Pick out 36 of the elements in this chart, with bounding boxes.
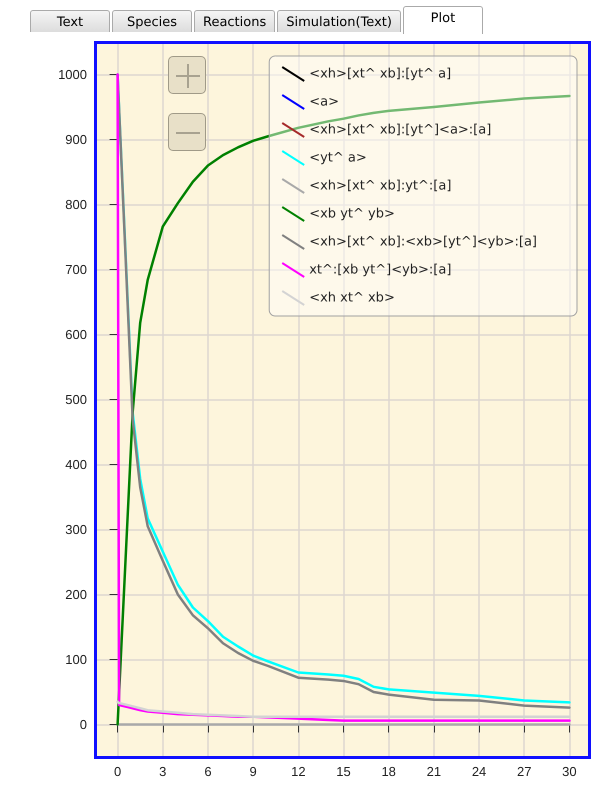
x-tick-label: 27 <box>517 764 532 779</box>
y-tick-label: 100 <box>65 652 87 667</box>
x-tick-label: 18 <box>381 764 396 779</box>
x-tick-label: 12 <box>291 764 306 779</box>
x-tick-label: 24 <box>472 764 486 779</box>
legend-label: xt^:[xb yt^]<yb>:[a] <box>309 262 452 278</box>
y-tick-label: 600 <box>65 327 87 342</box>
y-tick-label: 0 <box>80 717 87 732</box>
y-tick-label: 1000 <box>58 67 87 82</box>
x-tick-label: 0 <box>114 764 122 779</box>
x-tick-label: 9 <box>250 764 257 779</box>
legend-label: <xh>[xt^ xb]:<xb>[yt^]<yb>:[a] <box>309 234 537 250</box>
legend-label: <xh>[xt^ xb]:[yt^ a] <box>309 66 452 82</box>
y-tick-label: 300 <box>65 522 87 537</box>
x-tick-label: 15 <box>336 764 351 779</box>
text: Simulation(Text) <box>277 10 401 32</box>
legend-label: <xh>[xt^ xb]:yt^:[a] <box>309 178 452 194</box>
x-tick-label: 30 <box>562 764 577 779</box>
text: Species <box>112 10 192 32</box>
text: Plot <box>402 6 483 34</box>
legend-label: <yt^ a> <box>309 150 367 166</box>
y-tick-label: 400 <box>65 457 87 472</box>
text: Reactions <box>194 10 276 32</box>
y-tick-label: 200 <box>65 587 87 602</box>
legend-label: <xh>[xt^ xb]:[yt^]<a>:[a] <box>309 122 492 138</box>
y-tick-label: 900 <box>65 132 87 147</box>
x-tick-label: 6 <box>204 764 212 779</box>
y-tick-label: 800 <box>65 197 87 212</box>
y-tick-label: 500 <box>65 392 87 407</box>
legend-label: <a> <box>309 94 339 110</box>
y-tick-label: 700 <box>65 262 87 277</box>
x-tick-label: 3 <box>159 764 166 779</box>
x-tick-label: 21 <box>426 764 442 779</box>
text: Text <box>30 10 110 32</box>
legend-label: <xh xt^ xb> <box>309 290 395 306</box>
legend-label: <xb yt^ yb> <box>309 206 395 222</box>
